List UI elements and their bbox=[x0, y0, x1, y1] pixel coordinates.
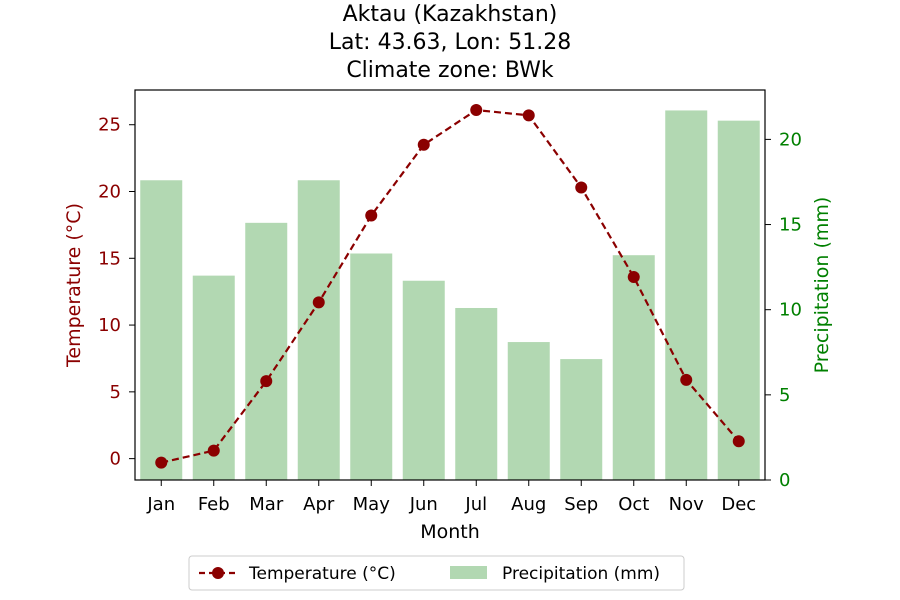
y-axis-label-right: Precipitation (mm) bbox=[811, 197, 833, 374]
temperature-point-aug bbox=[522, 109, 535, 122]
temperature-point-jul bbox=[470, 104, 483, 117]
precipitation-bar-mar bbox=[245, 222, 288, 480]
x-tick-label: Jan bbox=[146, 494, 175, 515]
chart-title-line-3: Climate zone: BWk bbox=[346, 58, 554, 83]
temperature-point-sep bbox=[575, 181, 588, 194]
temperature-point-nov bbox=[680, 373, 693, 386]
legend-temperature-label: Temperature (°C) bbox=[248, 564, 396, 584]
y-left-tick-label: 5 bbox=[110, 382, 121, 403]
precipitation-bar-may bbox=[350, 253, 393, 480]
chart-title-line-2: Lat: 43.63, Lon: 51.28 bbox=[329, 30, 571, 55]
temperature-line bbox=[161, 108, 740, 464]
precipitation-bar-dec bbox=[717, 120, 760, 480]
x-tick-label: Feb bbox=[198, 494, 230, 515]
legend-frame bbox=[188, 555, 685, 591]
y-right-tick-label: 15 bbox=[779, 215, 802, 236]
temperature-point-apr bbox=[312, 296, 325, 309]
y-axis-label-left: Temperature (°C) bbox=[63, 203, 85, 368]
precipitation-bars bbox=[140, 110, 760, 481]
axes-layer: Jan Feb Mar Apr May Jun Jul Aug Sep Oct Nov Dec 0 5 10… bbox=[98, 115, 802, 515]
y-right-tick-label: 5 bbox=[779, 385, 790, 406]
temperature-point-oct bbox=[627, 270, 640, 283]
y-left-tick-label: 20 bbox=[98, 182, 121, 203]
temperature-point-may bbox=[365, 209, 378, 222]
x-tick-label: Oct bbox=[618, 494, 649, 515]
plot-frame bbox=[134, 89, 766, 481]
temperature-point-jan bbox=[155, 456, 168, 469]
precipitation-bar-oct bbox=[612, 255, 655, 480]
temperature-point-feb bbox=[207, 444, 220, 457]
y-left-tick-label: 25 bbox=[98, 115, 121, 136]
x-tick-label: May bbox=[353, 494, 391, 515]
temperature-line-layer bbox=[155, 104, 745, 469]
precipitation-bar-aug bbox=[507, 342, 550, 480]
x-tick-label: Aug bbox=[511, 494, 546, 515]
x-tick-label: Sep bbox=[564, 494, 598, 515]
x-axis-label: Month bbox=[420, 521, 480, 543]
x-tick-label: Dec bbox=[721, 494, 756, 515]
precipitation-bar-jul bbox=[455, 307, 498, 480]
precipitation-bar-jun bbox=[402, 280, 445, 480]
temperature-point-mar bbox=[260, 375, 273, 388]
y-right-tick-label: 10 bbox=[779, 300, 802, 321]
x-tick-label: Jul bbox=[464, 494, 487, 515]
precipitation-bar-sep bbox=[560, 359, 603, 480]
y-left-tick-label: 15 bbox=[98, 248, 121, 269]
y-right-tick-label: 0 bbox=[779, 470, 790, 491]
precipitation-bar-nov bbox=[665, 110, 708, 481]
precipitation-bar-jan bbox=[140, 180, 183, 480]
x-tick-label: Mar bbox=[249, 494, 284, 515]
precipitation-bar-apr bbox=[297, 180, 340, 480]
legend-temperature-marker bbox=[212, 567, 224, 579]
temperature-point-dec bbox=[732, 435, 745, 448]
temperature-point-jun bbox=[417, 138, 430, 151]
legend: Temperature (°C) Precipitation (mm) bbox=[188, 555, 685, 591]
legend-precipitation-label: Precipitation (mm) bbox=[502, 564, 660, 584]
legend-precipitation-swatch bbox=[450, 566, 487, 579]
chart-title-line-1: Aktau (Kazakhstan) bbox=[343, 2, 558, 27]
x-tick-label: Jun bbox=[409, 494, 438, 515]
y-left-tick-label: 10 bbox=[98, 315, 121, 336]
x-tick-label: Apr bbox=[303, 494, 335, 515]
y-left-tick-label: 0 bbox=[110, 449, 121, 470]
x-tick-label: Nov bbox=[669, 494, 704, 515]
y-right-tick-label: 20 bbox=[779, 129, 802, 150]
